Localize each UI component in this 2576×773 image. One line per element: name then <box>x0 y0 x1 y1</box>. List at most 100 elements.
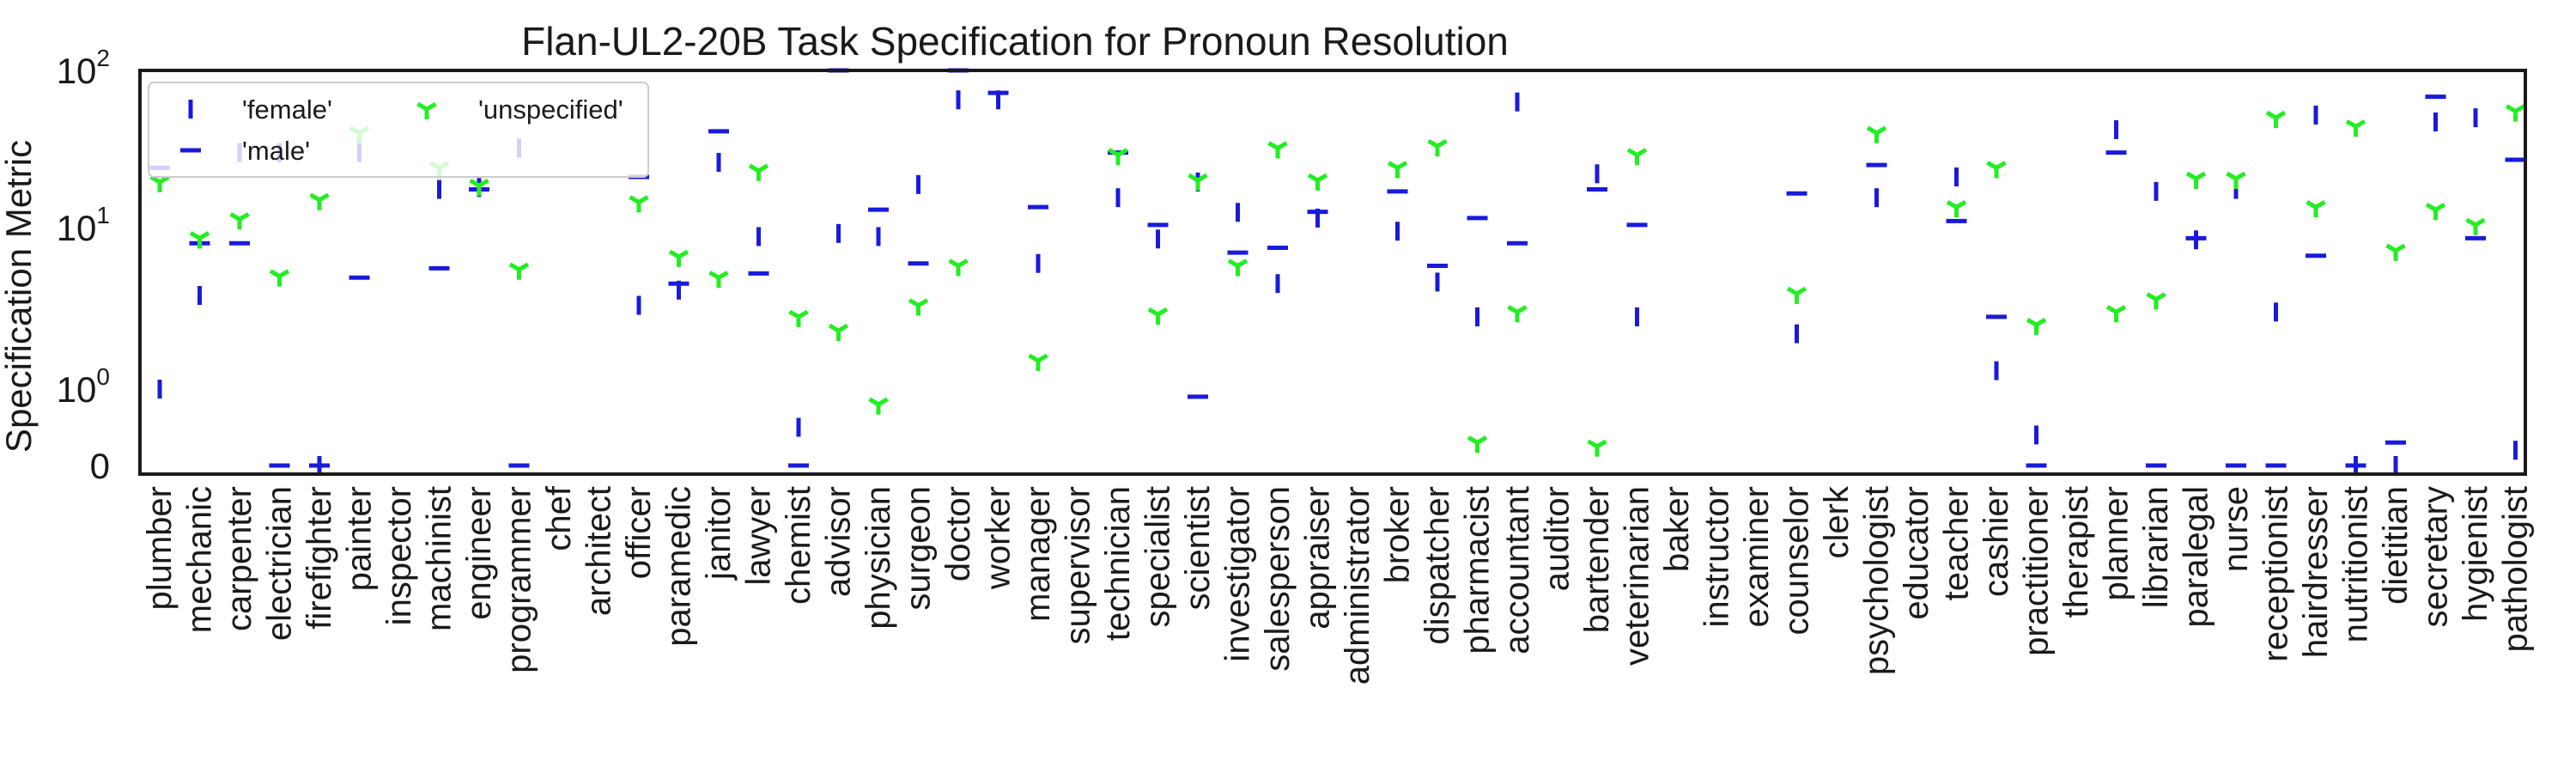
x-tick-label: mechanic <box>181 486 219 633</box>
x-tick-label: counselor <box>1778 486 1816 635</box>
point-unspecified <box>1786 286 1807 304</box>
y-ticks: 0 100 101 102 <box>57 45 110 486</box>
point-unspecified <box>2265 110 2287 129</box>
x-tick-label: technician <box>1099 486 1137 641</box>
point-unspecified <box>1028 353 1048 371</box>
point-unspecified <box>269 269 290 287</box>
legend-label-male: 'male' <box>242 136 310 166</box>
x-tick-label: advisor <box>820 486 858 597</box>
series-unspecified <box>149 104 2526 457</box>
x-tick-label: physician <box>860 486 897 630</box>
point-unspecified <box>1387 161 1408 179</box>
x-tick-label: supervisor <box>1060 486 1097 645</box>
x-tick-label: nutritionist <box>2337 486 2375 642</box>
point-unspecified <box>2306 199 2326 218</box>
point-unspecified <box>1227 259 1249 277</box>
x-tick-label: worker <box>980 486 1018 590</box>
point-unspecified <box>1507 305 1528 323</box>
point-unspecified <box>948 259 969 277</box>
x-tick-label: clerk <box>1818 485 1856 558</box>
x-tick-label: planner <box>2098 486 2136 600</box>
y-tick-label: 102 <box>57 45 110 91</box>
x-tick-label: bartender <box>1578 486 1616 633</box>
x-tick-label: specialist <box>1139 486 1177 628</box>
x-tick-label: dietitian <box>2377 486 2415 605</box>
x-tick-label: carpenter <box>221 486 258 631</box>
point-unspecified <box>229 212 250 230</box>
series-male <box>149 68 2526 468</box>
x-tick-label: nurse <box>2217 486 2255 572</box>
point-unspecified <box>508 262 530 280</box>
point-unspecified <box>1866 125 1887 143</box>
x-tick-label: educator <box>1898 486 1935 620</box>
x-tick-label: machinist <box>421 486 459 631</box>
x-tick-label: cashier <box>1978 486 2015 597</box>
x-tick-label: electrician <box>261 486 299 641</box>
x-tick-label: administrator <box>1339 486 1376 685</box>
x-tick-label: surgeon <box>900 486 938 611</box>
plot-frame <box>138 69 2527 476</box>
x-tick-label: architect <box>580 486 618 616</box>
x-tick-label: engineer <box>460 486 498 620</box>
x-tick-label: inspector <box>380 486 418 625</box>
x-tick-label: psychologist <box>1858 486 1896 675</box>
x-tick-label: paralegal <box>2178 486 2215 628</box>
point-unspecified <box>2385 243 2406 261</box>
x-tick-label: lawyer <box>740 486 778 586</box>
point-unspecified <box>469 178 489 197</box>
y-tick-label: 100 <box>57 363 110 410</box>
x-tick-label: plumber <box>141 486 179 611</box>
point-unspecified <box>2505 104 2526 122</box>
x-tick-label: painter <box>341 486 379 591</box>
x-tick-label: auditor <box>1539 486 1577 591</box>
x-tick-label: salesperson <box>1259 486 1297 672</box>
point-unspecified <box>828 323 849 341</box>
x-tick-label: paramedic <box>660 486 698 647</box>
point-unspecified <box>2185 171 2207 189</box>
x-tick-label: chemist <box>780 486 817 605</box>
x-tick-label: broker <box>1379 486 1417 583</box>
legend-marker-unspecified <box>416 101 437 119</box>
point-unspecified <box>1108 148 1128 166</box>
point-unspecified <box>1467 435 1488 453</box>
legend-box <box>148 82 649 178</box>
y-tick-label: 101 <box>57 202 110 248</box>
point-unspecified <box>629 195 649 213</box>
data-markers <box>149 68 2526 475</box>
point-unspecified <box>1188 173 1208 191</box>
x-tick-label: pharmacist <box>1459 486 1497 654</box>
point-unspecified <box>189 231 210 249</box>
point-unspecified <box>1307 173 1328 191</box>
point-unspecified <box>1267 141 1288 159</box>
point-unspecified <box>2425 202 2446 221</box>
point-unspecified <box>788 309 809 327</box>
chart-title: Flan-UL2-20B Task Specification for Pron… <box>521 19 1509 64</box>
point-unspecified <box>1587 439 1607 457</box>
point-unspecified <box>149 174 170 192</box>
x-tick-label: hairdresser <box>2297 486 2335 658</box>
x-tick-label: therapist <box>2057 486 2095 618</box>
x-tick-label: programmer <box>501 486 538 673</box>
point-unspecified <box>2226 171 2246 189</box>
legend: 'female' 'male' 'unspecified' <box>148 82 649 178</box>
x-tick-label: manager <box>1019 486 1057 622</box>
x-tick-label: secretary <box>2417 486 2455 628</box>
x-tick-label: scientist <box>1179 486 1217 611</box>
point-unspecified <box>2026 318 2047 336</box>
x-tick-label: chef <box>540 485 578 551</box>
y-tick-label: 0 <box>90 446 110 486</box>
x-tick-label: appraiser <box>1299 486 1337 630</box>
x-tick-label: doctor <box>939 486 977 581</box>
legend-label-unspecified: 'unspecified' <box>478 94 623 125</box>
point-unspecified <box>2146 292 2166 310</box>
point-unspecified <box>868 397 889 415</box>
point-unspecified <box>708 271 729 289</box>
x-ticks: plumber mechanic carpenter electrician firef… <box>141 485 2535 685</box>
x-tick-label: hygienist <box>2457 486 2494 622</box>
point-unspecified <box>1427 138 1448 157</box>
point-unspecified <box>1946 199 1967 218</box>
x-tick-label: dispatcher <box>1419 486 1456 645</box>
x-tick-label: teacher <box>1938 486 1976 600</box>
point-unspecified <box>309 192 330 210</box>
